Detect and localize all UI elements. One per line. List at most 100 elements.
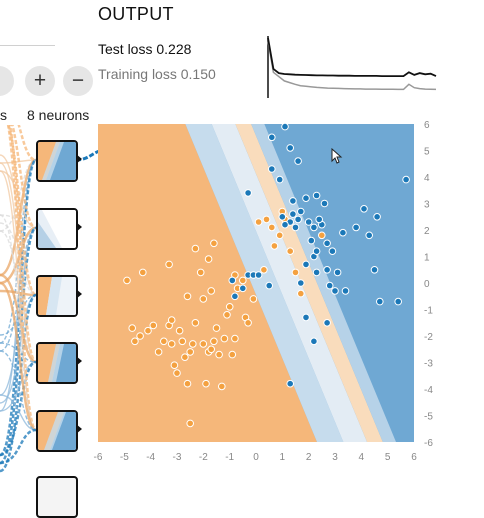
blue-data-point xyxy=(302,313,310,322)
orange-data-point xyxy=(136,332,144,340)
blue-data-point xyxy=(254,271,263,279)
blue-data-point xyxy=(268,133,276,142)
training-loss-label: Training loss 0.150 xyxy=(98,66,216,82)
neuron-link xyxy=(0,159,37,412)
blue-data-point xyxy=(304,218,313,226)
neuron-links xyxy=(0,125,100,473)
orange-data-point xyxy=(249,295,258,303)
orange-data-point xyxy=(210,337,218,346)
orange-data-point xyxy=(202,379,210,388)
blue-data-point xyxy=(294,215,302,224)
orange-data-point xyxy=(318,231,326,240)
orange-data-point xyxy=(191,244,200,253)
orange-data-point xyxy=(186,419,194,428)
y-tick-label: -1 xyxy=(424,306,433,317)
blue-data-point xyxy=(312,191,321,200)
neuron-link xyxy=(0,428,37,465)
blue-data-point xyxy=(286,144,294,152)
blue-data-point xyxy=(325,281,334,290)
blue-data-point xyxy=(281,122,289,131)
orange-data-point xyxy=(183,379,192,388)
blue-data-point xyxy=(310,337,318,346)
blue-data-point xyxy=(275,175,284,184)
orange-data-point xyxy=(131,337,139,346)
orange-data-point xyxy=(170,361,179,369)
x-tick-label: -3 xyxy=(173,452,182,463)
blue-data-point xyxy=(402,175,410,184)
blue-data-point xyxy=(312,268,321,277)
y-tick-label: -6 xyxy=(424,438,433,449)
neuron-4[interactable] xyxy=(36,342,78,384)
blue-data-point xyxy=(376,297,384,306)
orange-data-point xyxy=(220,334,229,343)
y-tick-label: -5 xyxy=(424,412,433,423)
neuron-1[interactable] xyxy=(36,140,78,182)
blue-data-point xyxy=(331,287,339,295)
orange-data-point xyxy=(244,319,252,327)
neuron-4-arrow-icon xyxy=(76,356,82,366)
blue-data-point xyxy=(323,266,331,274)
layer-divider xyxy=(0,45,55,46)
blue-data-point xyxy=(278,213,287,221)
blue-data-point xyxy=(394,297,403,306)
orange-data-point xyxy=(165,260,173,269)
y-tick-label: 5 xyxy=(424,147,430,158)
blue-data-point xyxy=(323,319,331,327)
orange-data-point xyxy=(167,340,176,348)
neurons-count-label: 8 neurons xyxy=(27,107,90,123)
blue-data-point xyxy=(294,157,302,165)
blue-data-point xyxy=(231,292,239,301)
x-tick-label: 5 xyxy=(385,452,391,463)
x-tick-label: 6 xyxy=(411,452,417,463)
y-tick-label: 2 xyxy=(424,226,430,237)
neuron-link xyxy=(11,125,37,230)
orange-data-point xyxy=(223,311,231,319)
blue-data-point xyxy=(315,215,323,224)
orange-data-point xyxy=(260,266,268,274)
blue-data-point xyxy=(323,239,331,248)
neuron-3-arrow-icon xyxy=(76,289,82,299)
neuron-1-arrow-icon xyxy=(76,154,82,164)
test-loss-line xyxy=(267,37,437,77)
y-tick-label: 4 xyxy=(424,173,430,184)
neuron-2[interactable] xyxy=(36,208,78,250)
neuron-5[interactable] xyxy=(36,410,78,452)
orange-data-point xyxy=(160,337,168,346)
blue-data-point xyxy=(307,236,316,245)
x-tick-label: 4 xyxy=(359,452,365,463)
blue-data-point xyxy=(297,279,305,287)
orange-data-point xyxy=(173,369,181,377)
x-tick-label: -1 xyxy=(225,452,234,463)
neuron-6[interactable] xyxy=(36,476,78,518)
neuron-3[interactable] xyxy=(36,275,78,317)
x-tick-label: 2 xyxy=(306,452,312,463)
blue-data-point xyxy=(373,213,381,221)
orange-data-point xyxy=(212,324,221,332)
orange-data-point xyxy=(275,231,284,240)
orange-data-point xyxy=(123,276,131,285)
remove-neuron-button[interactable]: − xyxy=(63,66,93,96)
boundary-band xyxy=(211,124,368,442)
neuron-link xyxy=(0,360,37,457)
orange-data-point xyxy=(225,303,234,311)
orange-data-point xyxy=(286,247,294,255)
light-orange-band xyxy=(235,124,383,442)
orange-data-point xyxy=(297,289,305,298)
add-neuron-button[interactable]: + xyxy=(25,66,55,96)
blue-data-point xyxy=(320,199,329,208)
orange-data-point xyxy=(199,340,208,348)
blue-data-point xyxy=(265,281,273,290)
previous-layer-neurons-label: s xyxy=(0,107,7,123)
orange-data-point xyxy=(270,242,279,250)
y-tick-label: 1 xyxy=(424,253,430,264)
orange-data-point xyxy=(186,348,194,356)
blue-data-point xyxy=(291,223,300,232)
neuron-link xyxy=(0,293,37,473)
x-tick-label: 3 xyxy=(332,452,338,463)
add-layer-button-partial[interactable] xyxy=(0,66,14,96)
neuron-link xyxy=(0,230,37,363)
y-tick-label: -3 xyxy=(424,359,433,370)
x-tick-label: -6 xyxy=(94,452,103,463)
mouse-cursor-icon xyxy=(331,148,343,164)
x-tick-label: -5 xyxy=(120,452,129,463)
